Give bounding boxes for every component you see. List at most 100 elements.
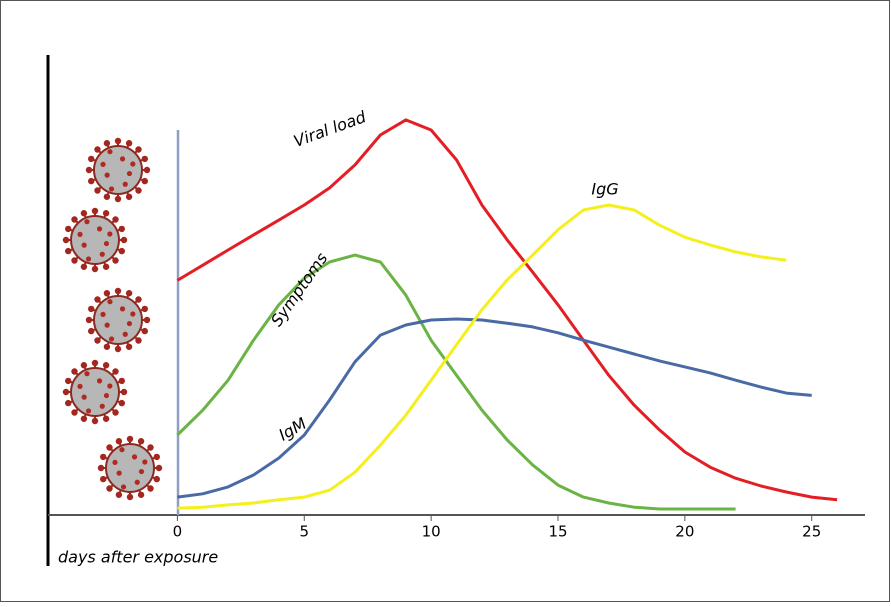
virus-knob [80, 210, 88, 217]
virus-knob [71, 368, 78, 375]
virus-knob [103, 343, 111, 350]
virus-knob [106, 485, 113, 492]
virus-knob [114, 345, 122, 353]
virus-knob [100, 475, 107, 483]
virus-dot [122, 331, 128, 337]
x-tick-label: 15 [548, 523, 567, 541]
virus-icons [62, 137, 163, 501]
virus-dot [85, 408, 92, 414]
virus-body [70, 215, 120, 265]
x-tick-label: 25 [802, 523, 821, 541]
virus-body [105, 443, 155, 493]
virus-knob [88, 327, 95, 335]
virus-knob [80, 362, 88, 369]
virus-dot [130, 161, 136, 167]
virus-knob [80, 415, 88, 422]
virus-dot [142, 459, 148, 465]
series-line [177, 203, 787, 510]
virus-dot [130, 311, 136, 317]
x-tick-label: 10 [422, 523, 441, 541]
virus-knob [118, 377, 125, 385]
virus-knob [71, 257, 78, 264]
virus-knob [65, 377, 72, 385]
virus-dot [103, 392, 110, 399]
virus-dot [107, 383, 113, 389]
virus-knob [143, 166, 151, 174]
x-tick-label: 5 [299, 523, 309, 541]
virus-knob [103, 290, 111, 297]
virus-dot [100, 311, 106, 317]
virus-dot [107, 299, 113, 305]
virus-knob [103, 193, 111, 200]
virus-knob [135, 146, 142, 153]
virus-dot [107, 231, 113, 237]
virus-knob [91, 359, 99, 367]
virus-knob [103, 140, 111, 147]
virus-knob [62, 388, 70, 396]
virus-knob [112, 409, 119, 416]
virus-knob [97, 464, 105, 472]
virus-dot [112, 459, 118, 465]
virus-knob [135, 187, 142, 194]
virus-knob [147, 444, 154, 451]
virus-knob [94, 337, 101, 344]
virus-dot [104, 172, 110, 178]
series-line [176, 118, 838, 502]
virus-dot [77, 231, 83, 237]
virus-knob [137, 438, 145, 445]
virus-knob [115, 438, 123, 445]
virus-knob [114, 195, 122, 203]
virus-knob [141, 177, 148, 185]
virus-knob [126, 435, 134, 443]
virus-knob [71, 216, 78, 223]
virus-dot [96, 378, 103, 384]
virus-knob [88, 305, 95, 313]
virus-knob [141, 327, 148, 335]
virus-knob [120, 388, 128, 396]
virus-knob [94, 296, 101, 303]
virus-knob [88, 155, 95, 163]
virus-knob [112, 257, 119, 264]
virus-knob [65, 225, 72, 233]
virus-body [93, 145, 143, 195]
virus-dot [119, 156, 126, 162]
virus-dot [138, 468, 145, 475]
virus-dot [120, 484, 127, 490]
virus-dot [84, 219, 90, 225]
virus-knob [137, 491, 145, 498]
virus-knob [102, 415, 110, 422]
virus-knob [141, 305, 148, 313]
virus-dot [84, 371, 90, 377]
virus-dot [119, 306, 126, 312]
virus-knob [147, 485, 154, 492]
virus-knob [114, 287, 122, 295]
virus-knob [112, 368, 119, 375]
virus-dot [126, 170, 133, 177]
virus-dot [103, 240, 110, 247]
virus-knob [155, 464, 163, 472]
virus-knob [126, 493, 134, 501]
virus-knob [125, 343, 133, 350]
virus-knob [114, 137, 122, 145]
virus-knob [106, 444, 113, 451]
virus-knob [135, 296, 142, 303]
x-axis-label: days after exposure [58, 548, 218, 567]
virus-dot [122, 181, 128, 187]
virus-knob [115, 491, 123, 498]
virus-knob [100, 453, 107, 461]
virus-knob [118, 399, 125, 407]
virus-dot [81, 242, 87, 248]
virus-dot [134, 479, 140, 485]
virus-knob [94, 187, 101, 194]
x-tick-label: 0 [173, 523, 183, 541]
virus-dot [107, 149, 113, 155]
virus-dot [100, 161, 106, 167]
virus-knob [153, 453, 160, 461]
virus-knob [91, 417, 99, 425]
virus-dot [108, 336, 115, 342]
series-line [176, 253, 736, 511]
virus-knob [153, 475, 160, 483]
virus-knob [141, 155, 148, 163]
virus-knob [71, 409, 78, 416]
